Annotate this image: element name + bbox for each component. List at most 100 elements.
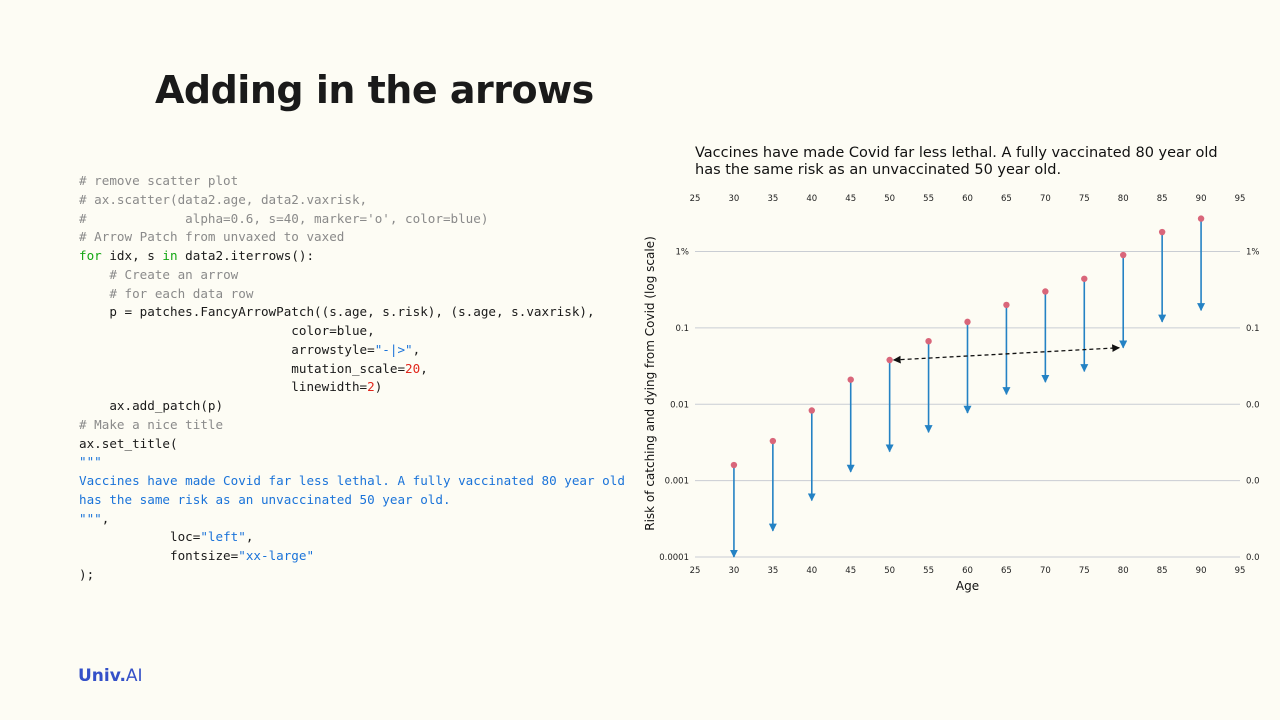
y-tick-label-right: 0.01 bbox=[1246, 400, 1260, 410]
x-tick-label-bottom: 70 bbox=[1040, 566, 1051, 576]
y-tick-label-right: 0.0001 bbox=[1246, 553, 1260, 563]
code-line: for idx, s in data2.iterrows(): bbox=[79, 247, 625, 266]
x-tick-label-bottom: 85 bbox=[1157, 566, 1168, 576]
x-tick-label-top: 95 bbox=[1235, 194, 1246, 204]
code-block: # remove scatter plot # ax.scatter(data2.… bbox=[79, 172, 625, 585]
code-token: ax.set_title( bbox=[79, 435, 178, 451]
code-token: idx, s bbox=[101, 248, 163, 263]
univ-ai-logo: Univ.AI bbox=[78, 666, 143, 686]
code-line: color=blue, bbox=[79, 322, 625, 341]
code-token bbox=[79, 267, 109, 282]
risk-chart: Vaccines have made Covid far less lethal… bbox=[643, 145, 1260, 593]
code-token: # for each data row bbox=[109, 285, 254, 301]
y-axis-title: Risk of catching and dying from Covid (l… bbox=[643, 236, 657, 531]
x-tick-label-top: 90 bbox=[1196, 194, 1207, 204]
y-tick-label-right: 1% bbox=[1246, 248, 1260, 258]
code-token: 20 bbox=[405, 360, 421, 376]
code-token: # alpha=0.6, s=40, marker='o', color=blu… bbox=[79, 210, 489, 226]
code-token: # Make a nice title bbox=[79, 416, 224, 432]
x-tick-label-bottom: 45 bbox=[845, 566, 856, 576]
code-token bbox=[79, 286, 109, 301]
unvaccinated-risk-point bbox=[886, 356, 893, 364]
code-line: ); bbox=[79, 566, 625, 585]
x-tick-label-top: 50 bbox=[884, 194, 895, 204]
x-tick-label-bottom: 30 bbox=[729, 566, 740, 576]
x-tick-label-top: 45 bbox=[845, 194, 856, 204]
x-tick-label-top: 55 bbox=[923, 194, 934, 204]
x-tick-label-bottom: 50 bbox=[884, 566, 895, 576]
comparison-arrow bbox=[892, 344, 1120, 364]
code-token: "left" bbox=[200, 529, 246, 545]
code-token: has the same risk as an unvaccinated 50 … bbox=[79, 491, 451, 507]
code-line: # Make a nice title bbox=[79, 416, 625, 435]
code-token: color=blue, bbox=[79, 323, 375, 338]
code-token: , bbox=[245, 529, 254, 545]
chart-title-line: has the same risk as an unvaccinated 50 … bbox=[695, 162, 1061, 178]
logo-univ: Univ bbox=[78, 666, 120, 686]
x-tick-label-top: 60 bbox=[962, 194, 973, 204]
code-token: "xx-large" bbox=[238, 548, 315, 563]
unvaccinated-risk-point bbox=[1042, 288, 1049, 295]
code-line: """ bbox=[79, 453, 625, 472]
code-token: ); bbox=[79, 566, 95, 582]
code-token: , bbox=[101, 510, 110, 526]
code-token: # Create an arrow bbox=[109, 266, 239, 282]
code-token: , bbox=[412, 341, 421, 357]
code-token: 2 bbox=[367, 379, 375, 395]
x-tick-label-top: 30 bbox=[729, 194, 740, 204]
y-tick-label-right: 0.1 bbox=[1246, 324, 1260, 334]
code-line: """, bbox=[79, 510, 625, 529]
x-tick-label-top: 25 bbox=[690, 194, 701, 204]
unvaccinated-risk-point bbox=[730, 461, 738, 469]
code-line: mutation_scale=20, bbox=[79, 360, 625, 379]
chart-title-line: Vaccines have made Covid far less lethal… bbox=[695, 145, 1218, 161]
code-line: # Create an arrow bbox=[79, 266, 625, 285]
x-tick-label-top: 75 bbox=[1079, 194, 1090, 204]
unvaccinated-risk-point bbox=[1120, 251, 1127, 259]
code-token: Vaccines have made Covid far less lethal… bbox=[79, 473, 625, 488]
x-tick-label-bottom: 90 bbox=[1196, 566, 1207, 576]
y-tick-label-left: 0.001 bbox=[665, 477, 689, 487]
code-token: "-|>" bbox=[374, 341, 413, 357]
x-tick-label-top: 85 bbox=[1157, 194, 1168, 204]
unvaccinated-risk-point bbox=[808, 407, 815, 414]
y-tick-label-left: 0.0001 bbox=[659, 553, 689, 563]
code-line: ax.set_title( bbox=[79, 435, 625, 454]
code-line: # alpha=0.6, s=40, marker='o', color=blu… bbox=[79, 210, 625, 229]
code-token: ax.add_patch(p) bbox=[79, 398, 224, 413]
code-token: , bbox=[420, 360, 428, 376]
code-line: # remove scatter plot bbox=[79, 172, 625, 191]
code-token: """ bbox=[79, 510, 102, 526]
code-token: # ax.scatter(data2.age, data2.vaxrisk, bbox=[79, 191, 368, 207]
code-token: arrowstyle= bbox=[79, 341, 375, 357]
code-line: loc="left", bbox=[79, 528, 625, 547]
x-tick-label-top: 80 bbox=[1118, 194, 1129, 204]
code-token: # Arrow Patch from unvaxed to vaxed bbox=[79, 229, 345, 245]
code-line: ax.add_patch(p) bbox=[79, 397, 625, 416]
unvaccinated-risk-point bbox=[964, 318, 971, 326]
code-line: Vaccines have made Covid far less lethal… bbox=[79, 472, 625, 491]
code-token: mutation_scale= bbox=[79, 360, 406, 376]
slide-title: Adding in the arrows bbox=[155, 68, 594, 112]
unvaccinated-risk-point bbox=[847, 376, 854, 383]
x-tick-label-bottom: 65 bbox=[1001, 566, 1012, 576]
x-tick-label-top: 70 bbox=[1040, 194, 1051, 204]
unvaccinated-risk-point bbox=[1081, 275, 1088, 282]
code-token: # remove scatter plot bbox=[79, 173, 239, 188]
x-tick-label-bottom: 60 bbox=[962, 566, 973, 576]
y-tick-label-right: 0.001 bbox=[1246, 477, 1260, 487]
x-tick-label-top: 40 bbox=[806, 194, 817, 204]
x-tick-label-bottom: 95 bbox=[1235, 566, 1246, 576]
x-tick-label-top: 35 bbox=[767, 194, 778, 204]
code-token: for bbox=[79, 248, 102, 263]
code-token: linewidth= bbox=[79, 379, 368, 395]
x-tick-label-top: 65 bbox=[1001, 194, 1012, 204]
unvaccinated-risk-point bbox=[1197, 215, 1205, 222]
code-line: linewidth=2) bbox=[79, 378, 625, 397]
logo-dot: . bbox=[119, 666, 126, 686]
code-line: p = patches.FancyArrowPatch((s.age, s.ri… bbox=[79, 303, 625, 322]
code-line: arrowstyle="-|>", bbox=[79, 341, 625, 360]
y-tick-label-left: 1% bbox=[676, 248, 690, 258]
code-token: in bbox=[162, 248, 178, 263]
code-line: has the same risk as an unvaccinated 50 … bbox=[79, 491, 625, 510]
